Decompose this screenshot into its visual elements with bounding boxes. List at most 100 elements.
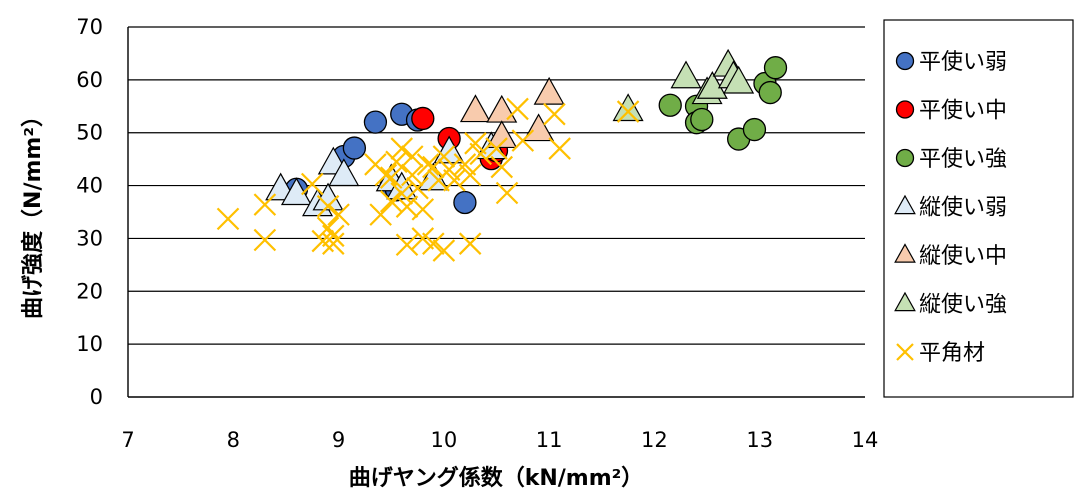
data-point bbox=[363, 110, 388, 134]
x-tick-label: 10 bbox=[430, 428, 457, 452]
data-point bbox=[322, 224, 345, 248]
data-point bbox=[416, 153, 440, 176]
data-point bbox=[486, 94, 518, 123]
legend-label: 平使い中 bbox=[919, 99, 1007, 124]
legend-marker bbox=[894, 243, 916, 263]
data-point bbox=[486, 120, 518, 149]
data-point bbox=[300, 172, 324, 196]
y-tick-label: 30 bbox=[76, 226, 103, 250]
data-point bbox=[327, 203, 350, 226]
x-tick-label: 14 bbox=[852, 428, 879, 452]
data-point bbox=[369, 203, 392, 226]
legend-box bbox=[883, 19, 1074, 398]
legend-item: 平角材 bbox=[896, 341, 985, 366]
data-point bbox=[758, 80, 782, 105]
legend-label: 平角材 bbox=[919, 341, 985, 366]
x-tick-label: 8 bbox=[227, 428, 240, 452]
data-point bbox=[328, 158, 360, 187]
data-point bbox=[374, 163, 398, 187]
x-axis-title: 曲げヤング係数（kN/mm²） bbox=[349, 465, 644, 491]
data-point bbox=[548, 137, 571, 160]
y-tick-label: 50 bbox=[76, 121, 103, 145]
legend-item: 平使い中 bbox=[895, 99, 1007, 124]
y-tick-label: 70 bbox=[76, 15, 103, 39]
x-tick-label: 11 bbox=[536, 428, 563, 452]
data-point bbox=[523, 113, 555, 142]
data-point bbox=[459, 94, 491, 123]
data-point bbox=[411, 227, 435, 250]
data-point bbox=[385, 150, 408, 174]
data-point bbox=[342, 136, 367, 160]
data-point bbox=[543, 102, 566, 126]
legend-marker bbox=[895, 51, 915, 71]
data-point bbox=[658, 93, 682, 117]
legend-item: 平使い強 bbox=[895, 147, 1007, 172]
legend-item: 縦使い中 bbox=[894, 243, 1007, 269]
y-tick-labels: 0 10 20 30 40 50 60 70 bbox=[76, 15, 103, 409]
data-point bbox=[390, 182, 414, 205]
data-point bbox=[432, 145, 456, 168]
data-point bbox=[437, 158, 461, 181]
x-tick-label: 9 bbox=[332, 428, 345, 452]
data-point bbox=[670, 60, 702, 89]
series-3 bbox=[658, 56, 788, 151]
data-point bbox=[458, 232, 482, 255]
grid-lines bbox=[128, 26, 865, 345]
data-point bbox=[322, 232, 345, 255]
legend-marker bbox=[894, 291, 916, 312]
legend-label: 縦使い弱 bbox=[919, 196, 1007, 221]
data-point bbox=[316, 194, 340, 218]
data-point bbox=[612, 93, 644, 122]
x-tick-label: 13 bbox=[746, 428, 773, 452]
data-point bbox=[690, 107, 714, 132]
data-point bbox=[506, 97, 529, 121]
data-point bbox=[422, 232, 445, 255]
legend-marker bbox=[895, 100, 915, 119]
x-tick-labels: 7 8 9 10 11 12 13 14 bbox=[121, 428, 878, 452]
data-point bbox=[443, 169, 466, 192]
data-point bbox=[742, 117, 767, 142]
axes bbox=[127, 27, 865, 398]
data-point bbox=[490, 155, 514, 179]
legend-marker bbox=[894, 194, 916, 215]
data-point bbox=[400, 145, 424, 168]
data-point bbox=[453, 190, 477, 215]
legend-label: 縦使い強 bbox=[919, 293, 1007, 318]
data-point bbox=[411, 198, 435, 221]
y-tick-label: 0 bbox=[90, 385, 103, 409]
data-point bbox=[469, 142, 492, 166]
data-point bbox=[616, 100, 640, 123]
y-tick-label: 20 bbox=[76, 279, 103, 303]
data-point bbox=[495, 181, 519, 205]
data-point bbox=[253, 193, 277, 216]
legend-label: 縦使い中 bbox=[919, 244, 1007, 269]
y-tick-label: 10 bbox=[76, 332, 103, 356]
data-point bbox=[458, 163, 482, 187]
data-point bbox=[511, 129, 535, 152]
legend-marker bbox=[896, 343, 914, 361]
data-point bbox=[395, 233, 419, 257]
y-axis-title: 曲げ強度（N/mm²） bbox=[20, 105, 46, 319]
data-point bbox=[312, 182, 344, 211]
legend-item: 縦使い弱 bbox=[894, 194, 1007, 221]
data-point bbox=[485, 137, 508, 160]
series-7 bbox=[216, 97, 640, 262]
data-points bbox=[216, 48, 788, 262]
data-point bbox=[379, 166, 403, 189]
data-point bbox=[390, 137, 414, 160]
data-point bbox=[216, 207, 240, 231]
data-point bbox=[379, 190, 403, 213]
legend-label: 平使い弱 bbox=[919, 50, 1007, 75]
data-point bbox=[464, 132, 487, 155]
y-tick-label: 40 bbox=[76, 174, 103, 198]
data-point bbox=[411, 106, 435, 131]
data-point bbox=[533, 76, 565, 105]
series-5 bbox=[459, 76, 565, 149]
x-tick-label: 12 bbox=[641, 428, 668, 452]
data-point bbox=[453, 153, 477, 176]
legend-label: 平使い強 bbox=[919, 147, 1007, 172]
data-point bbox=[432, 239, 456, 262]
series-6 bbox=[612, 48, 755, 122]
